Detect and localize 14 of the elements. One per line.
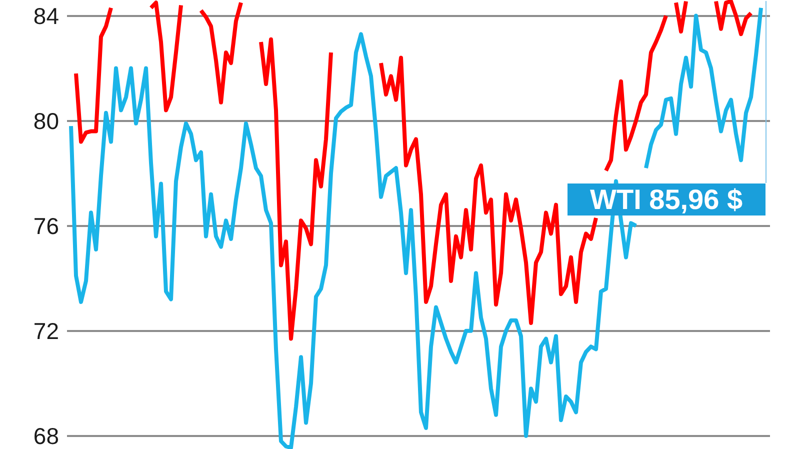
y-tick-label: 76 xyxy=(33,212,59,239)
y-tick-label: 80 xyxy=(33,108,59,134)
y-tick-label: 84 xyxy=(33,2,60,29)
line-series xyxy=(644,6,763,170)
line-series xyxy=(714,0,753,36)
y-tick-label: 68 xyxy=(33,422,59,449)
annotation: WTI 85,96 $ xyxy=(590,184,743,215)
line-series xyxy=(199,0,243,104)
line-series xyxy=(74,6,113,144)
line-series xyxy=(69,32,638,449)
line-series xyxy=(604,14,668,173)
y-tick-label: 72 xyxy=(33,318,59,344)
line-series xyxy=(149,0,183,112)
line-series xyxy=(259,37,333,341)
